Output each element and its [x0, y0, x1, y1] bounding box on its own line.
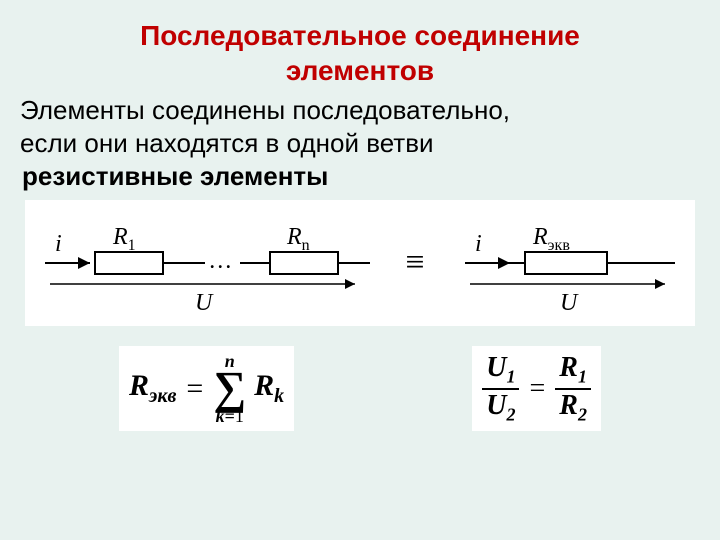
sigma-block: n ∑ k=1 — [213, 352, 246, 425]
u1: U1 — [482, 352, 519, 390]
sigma-icon: ∑ — [213, 370, 246, 407]
rekv-lhs: Rэкв — [129, 369, 176, 408]
i-label-right: i — [475, 231, 482, 257]
equiv-symbol: ≡ — [399, 244, 430, 282]
equals-1: = — [176, 372, 213, 406]
rn-label: Rn — [286, 224, 310, 254]
r1-label: R1 — [112, 224, 136, 254]
i-label: i — [55, 231, 62, 257]
rk-rhs: Rk — [246, 369, 284, 408]
equiv-svg: i Rэкв U — [455, 208, 685, 318]
u-label-right: U — [560, 290, 579, 316]
frac-u: U1 U2 — [482, 352, 519, 425]
formula-ratio: U1 U2 = R1 R2 — [472, 346, 601, 431]
r1f: R1 — [555, 352, 591, 390]
u2: U2 — [482, 390, 519, 426]
series-svg: i R1 … Rn U — [35, 208, 375, 318]
equals-2: = — [519, 373, 555, 405]
dots: … — [210, 248, 231, 274]
title-line1: Последовательное соединение — [140, 20, 580, 51]
subsection-label: резистивные элементы — [0, 159, 720, 200]
formulas-row: Rэкв = n ∑ k=1 Rk U1 U2 = R1 R2 — [0, 346, 720, 431]
subtitle-line2: если они находятся в одной ветви — [20, 128, 434, 158]
subtitle: Элементы соединены последовательно, если… — [0, 88, 720, 159]
circuit-series: i R1 … Rn U — [35, 208, 375, 318]
circuit-diagram: i R1 … Rn U ≡ i Rэкв — [25, 200, 695, 326]
rekv-label: Rэкв — [532, 224, 570, 254]
u-label-left: U — [195, 290, 214, 316]
circuit-equivalent: i Rэкв U — [455, 208, 685, 318]
title-line2: элементов — [286, 55, 434, 86]
subtitle-line1: Элементы соединены последовательно, — [20, 95, 510, 125]
formula-sum: Rэкв = n ∑ k=1 Rk — [119, 346, 294, 431]
page-title: Последовательное соединение элементов — [0, 0, 720, 88]
r2f: R2 — [555, 390, 591, 426]
frac-r: R1 R2 — [555, 352, 591, 425]
sigma-bottom: k=1 — [216, 407, 244, 425]
